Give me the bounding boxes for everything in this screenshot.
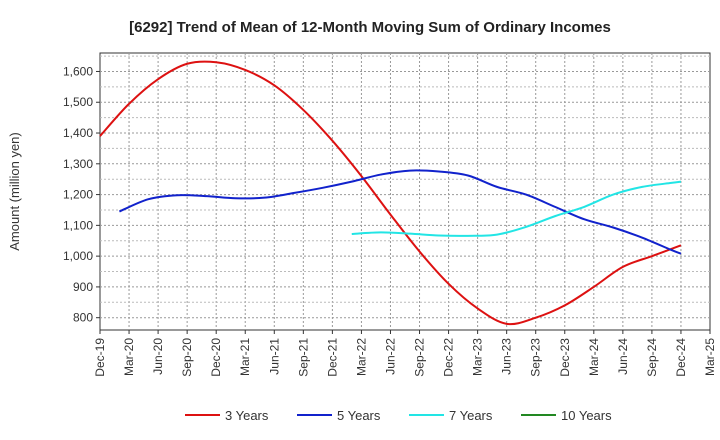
y-tick-label: 1,300 bbox=[63, 157, 93, 171]
x-tick-label: Sep-20 bbox=[180, 338, 194, 377]
y-tick-label: 1,000 bbox=[63, 249, 93, 263]
plot-area bbox=[99, 52, 711, 331]
y-axis-label: Amount (million yen) bbox=[7, 132, 22, 251]
x-tick-label: Sep-23 bbox=[529, 338, 543, 377]
x-tick-label: Sep-24 bbox=[645, 338, 659, 377]
x-tick-label: Sep-21 bbox=[296, 338, 310, 377]
y-tick-label: 800 bbox=[73, 311, 93, 325]
y-tick-label: 1,500 bbox=[63, 95, 93, 109]
x-tick-label: Jun-21 bbox=[267, 338, 281, 375]
x-tick-label: Mar-24 bbox=[587, 338, 601, 376]
chart-title: [6292] Trend of Mean of 12-Month Moving … bbox=[129, 19, 611, 36]
x-tick-label: Mar-22 bbox=[354, 338, 368, 376]
legend-label: 5 Years bbox=[337, 408, 381, 423]
x-tick-label: Mar-23 bbox=[471, 338, 485, 376]
legend-label: 3 Years bbox=[225, 408, 269, 423]
x-tick-label: Sep-22 bbox=[413, 338, 427, 377]
y-tick-label: 1,400 bbox=[63, 126, 93, 140]
x-tick-label: Dec-20 bbox=[209, 338, 223, 377]
series-line-3-years bbox=[99, 60, 682, 326]
x-tick-label: Mar-20 bbox=[122, 338, 136, 376]
x-tick-label: Jun-20 bbox=[151, 338, 165, 375]
x-tick-label: Jun-23 bbox=[500, 338, 514, 375]
x-tick-label: Jun-24 bbox=[616, 338, 630, 375]
x-tick-label: Dec-24 bbox=[674, 338, 688, 377]
x-tick-label: Dec-22 bbox=[442, 338, 456, 377]
legend: 3 Years 5 Years 7 Years 10 Years bbox=[185, 408, 612, 423]
series-line-7-years bbox=[351, 180, 682, 237]
legend-label: 7 Years bbox=[449, 408, 493, 423]
y-axis-ticks: 800 900 1,000 1,100 1,200 1,300 1,400 1,500 1,60… bbox=[63, 64, 100, 325]
grid-lines bbox=[100, 53, 710, 330]
x-tick-label: Jun-22 bbox=[383, 338, 397, 375]
x-tick-label: Dec-19 bbox=[93, 338, 107, 377]
x-tick-label: Dec-21 bbox=[325, 338, 339, 377]
y-tick-label: 900 bbox=[73, 280, 93, 294]
x-tick-label: Dec-23 bbox=[558, 338, 572, 377]
x-tick-label: Mar-25 bbox=[703, 338, 717, 376]
y-tick-label: 1,200 bbox=[63, 188, 93, 202]
series-line-5-years bbox=[118, 169, 682, 255]
series-lines bbox=[99, 60, 682, 326]
y-tick-label: 1,600 bbox=[63, 64, 93, 78]
x-axis-ticks: Dec-19 Mar-20 Jun-20 Sep-20 Dec-20 Mar-21 Jun-… bbox=[93, 330, 717, 377]
x-tick-label: Mar-21 bbox=[238, 338, 252, 376]
y-tick-label: 1,100 bbox=[63, 218, 93, 232]
legend-label: 10 Years bbox=[561, 408, 612, 423]
